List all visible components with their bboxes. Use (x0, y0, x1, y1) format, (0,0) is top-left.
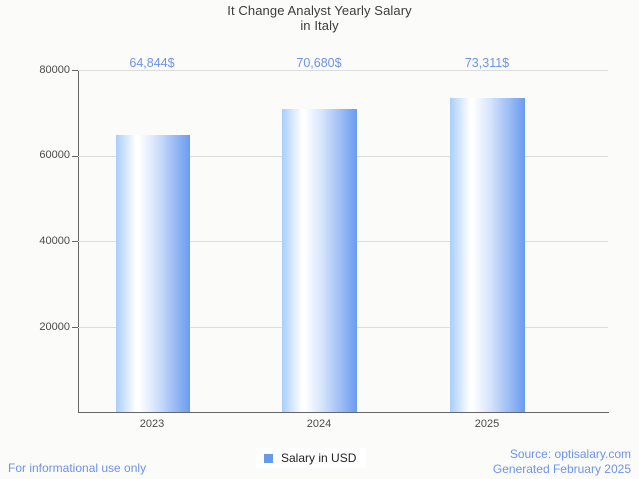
bar-2025[interactable] (450, 98, 525, 412)
x-tick-label-2024: 2024 (306, 418, 332, 430)
x-tick-label-2025: 2025 (474, 418, 500, 430)
footer-generated-date: Generated February 2025 (492, 462, 631, 476)
y-tick-label-80000: 80000 (39, 64, 70, 76)
chart-title: It Change Analyst Yearly Salary in Italy (0, 3, 639, 33)
y-tick-mark-80000 (72, 70, 78, 71)
bar-2024[interactable] (282, 109, 357, 412)
x-tick-label-2023: 2023 (139, 418, 165, 430)
gridline-80000 (78, 70, 608, 71)
bar-value-label-2023: 64,844$ (129, 56, 175, 70)
chart-title-line-1: It Change Analyst Yearly Salary (227, 3, 412, 18)
bar-value-label-2025: 73,311$ (464, 56, 510, 70)
legend-item-label: Salary in USD (281, 450, 357, 465)
x-axis-line (78, 412, 609, 413)
y-tick-label-40000: 40000 (39, 235, 70, 247)
y-tick-label-20000: 20000 (39, 321, 70, 333)
y-tick-mark-20000 (72, 327, 78, 328)
bar-value-label-2024: 70,680$ (296, 56, 342, 70)
footer-disclaimer: For informational use only (8, 461, 147, 475)
y-tick-label-60000: 60000 (39, 149, 70, 161)
chart-legend[interactable]: Salary in USD (256, 448, 367, 468)
y-tick-mark-60000 (72, 156, 78, 157)
footer-source: Source: optisalary.com (509, 447, 631, 461)
chart-title-line-2: in Italy (300, 18, 339, 33)
y-tick-mark-40000 (72, 241, 78, 242)
footer-source-block: Source: optisalary.com Generated Februar… (493, 447, 631, 477)
plot-area (78, 70, 608, 412)
bar-2023[interactable] (116, 135, 190, 412)
legend-swatch-icon (264, 453, 273, 463)
